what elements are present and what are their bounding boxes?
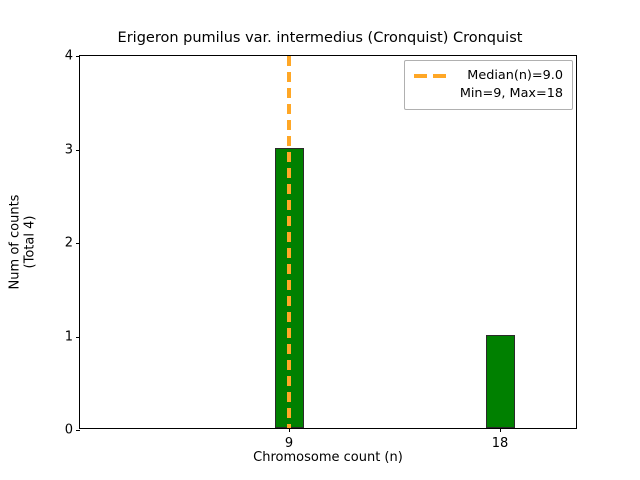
chart-legend: Median(n)=9.0 Min=9, Max=18 <box>404 60 573 111</box>
plot-inner <box>80 56 576 428</box>
y-axis-label-line1: Num of counts <box>7 194 23 290</box>
legend-label-minmax: Min=9, Max=18 <box>459 85 563 101</box>
median-line <box>287 56 291 428</box>
y-tick-label-4: 4 <box>64 48 73 64</box>
y-tick-mark-2 <box>76 243 80 244</box>
legend-text: Median(n)=9.0 Min=9, Max=18 <box>456 67 563 102</box>
chart-title: Erigeron pumilus var. intermedius (Cronq… <box>117 30 523 46</box>
legend-label-median: Median(n)=9.0 <box>467 68 563 83</box>
y-axis-label-container: Num of counts (Total 4) <box>0 55 46 429</box>
bar-18 <box>485 334 515 428</box>
y-tick-mark-4 <box>76 56 80 57</box>
x-tick-mark-18 <box>500 428 501 432</box>
x-tick-mark-9 <box>289 428 290 432</box>
x-tick-label-18: 18 <box>491 436 509 451</box>
y-tick-mark-1 <box>76 336 80 338</box>
y-axis-label-line2: (Total 4) <box>23 215 38 269</box>
y-tick-label-2: 2 <box>64 235 73 251</box>
plot-area: 0 1 2 3 4 9 18 <box>65 49 577 451</box>
y-tick-label-3: 3 <box>64 142 73 157</box>
x-tick-label-9: 9 <box>284 436 294 451</box>
legend-dashed-line-icon <box>414 67 447 84</box>
y-axis-label: Num of counts (Total 4) <box>8 195 39 290</box>
y-tick-label-1: 1 <box>64 329 73 344</box>
y-tick-mark-0 <box>76 430 80 431</box>
x-axis-label: Chromosome count (n) <box>253 450 403 465</box>
y-tick-label-0: 0 <box>64 422 73 438</box>
y-tick-mark-3 <box>76 149 80 151</box>
